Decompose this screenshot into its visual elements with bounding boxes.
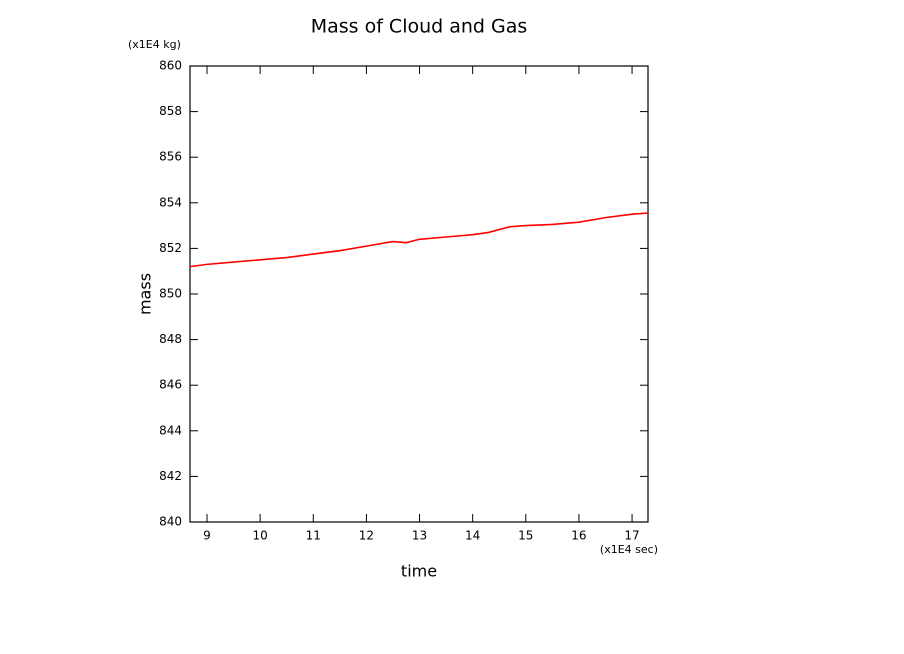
y-tick-label: 848 [159,332,182,346]
y-tick-label: 850 [159,287,182,301]
y-axis-label: mass [136,273,155,315]
y-tick-label: 856 [159,150,182,164]
y-tick-label: 842 [159,469,182,483]
chart-title: Mass of Cloud and Gas [311,16,528,38]
x-tick-label: 17 [624,529,639,543]
x-axis-label: time [401,562,437,581]
y-unit: (x1E4 kg) [128,38,181,51]
y-tick-label: 854 [159,195,182,209]
x-tick-label: 13 [412,529,427,543]
x-tick-label: 11 [306,529,321,543]
y-tick-label: 840 [159,515,182,529]
y-tick-label: 844 [159,423,182,437]
x-tick-label: 16 [571,529,586,543]
x-tick-label: 14 [465,529,480,543]
y-tick-label: 852 [159,241,182,255]
x-tick-label: 12 [359,529,374,543]
x-tick-label: 10 [252,529,267,543]
x-unit: (x1E4 sec) [600,543,658,556]
data-line [189,212,649,268]
y-tick-label: 858 [159,104,182,118]
y-tick-label: 860 [159,59,182,73]
y-tick-label: 846 [159,378,182,392]
x-tick-label: 15 [518,529,533,543]
x-tick-label: 9 [203,529,211,543]
